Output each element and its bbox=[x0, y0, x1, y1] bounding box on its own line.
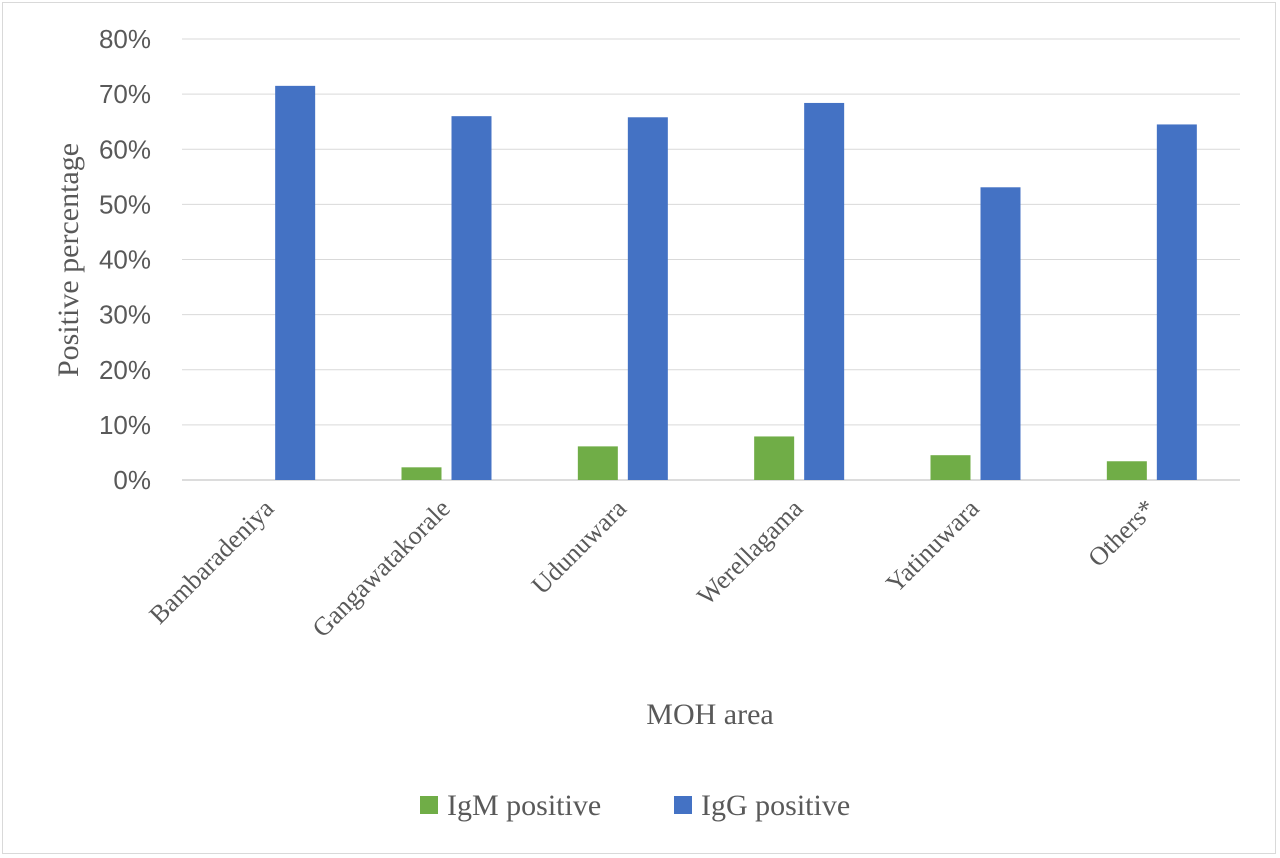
x-category-label: Udunuwara bbox=[526, 493, 633, 600]
y-tick-label: 70% bbox=[99, 79, 151, 109]
y-tick-label: 40% bbox=[99, 245, 151, 275]
igg-bar-udunuwara bbox=[627, 117, 668, 480]
y-tick-label: 80% bbox=[99, 24, 151, 54]
legend-label-igm: IgM positive bbox=[447, 789, 601, 822]
y-tick-label: 30% bbox=[99, 300, 151, 330]
y-tick-label: 10% bbox=[99, 410, 151, 440]
y-axis-title: Positive percentage bbox=[52, 143, 85, 377]
legend-label-igg: IgG positive bbox=[701, 789, 850, 822]
gridlines bbox=[182, 38, 1240, 481]
y-tick-label: 0% bbox=[113, 465, 151, 495]
igm-bar-gangawatakorale bbox=[401, 467, 442, 480]
igg-bar-werellagama bbox=[804, 102, 845, 480]
igm-bar-yatinuwara bbox=[930, 455, 971, 480]
legend-swatch-igg bbox=[674, 796, 692, 814]
igm-bar-werellagama bbox=[754, 436, 795, 480]
x-category-label: Yatinuwara bbox=[880, 493, 985, 598]
legend-swatch-igm bbox=[420, 796, 438, 814]
igg-bar-gangawatakorale bbox=[451, 116, 492, 481]
bars bbox=[275, 85, 1197, 481]
x-category-label: Gangawatakorale bbox=[307, 494, 456, 643]
y-tick-label: 20% bbox=[99, 355, 151, 385]
igg-bar-others bbox=[1156, 124, 1197, 480]
igm-bar-udunuwara bbox=[577, 446, 618, 480]
x-category-label: Werellagama bbox=[691, 493, 808, 610]
x-category-label: Bambaradeniya bbox=[144, 493, 280, 629]
igm-bar-others bbox=[1106, 461, 1147, 480]
y-tick-labels: 0% 10% 20% 30% 40% 50% 60% 70% 80% bbox=[99, 24, 151, 495]
y-tick-label: 50% bbox=[99, 189, 151, 219]
y-tick-label: 60% bbox=[99, 134, 151, 164]
x-category-labels: Bambaradeniya Gangawatakorale Udunuwara Wer… bbox=[144, 493, 1162, 642]
igg-bar-yatinuwara bbox=[980, 187, 1021, 480]
igg-bar-bambaradeniya bbox=[275, 85, 316, 480]
x-axis-title: MOH area bbox=[646, 698, 773, 731]
legend: IgM positive IgG positive bbox=[420, 789, 850, 822]
x-category-label: Others* bbox=[1082, 494, 1161, 573]
